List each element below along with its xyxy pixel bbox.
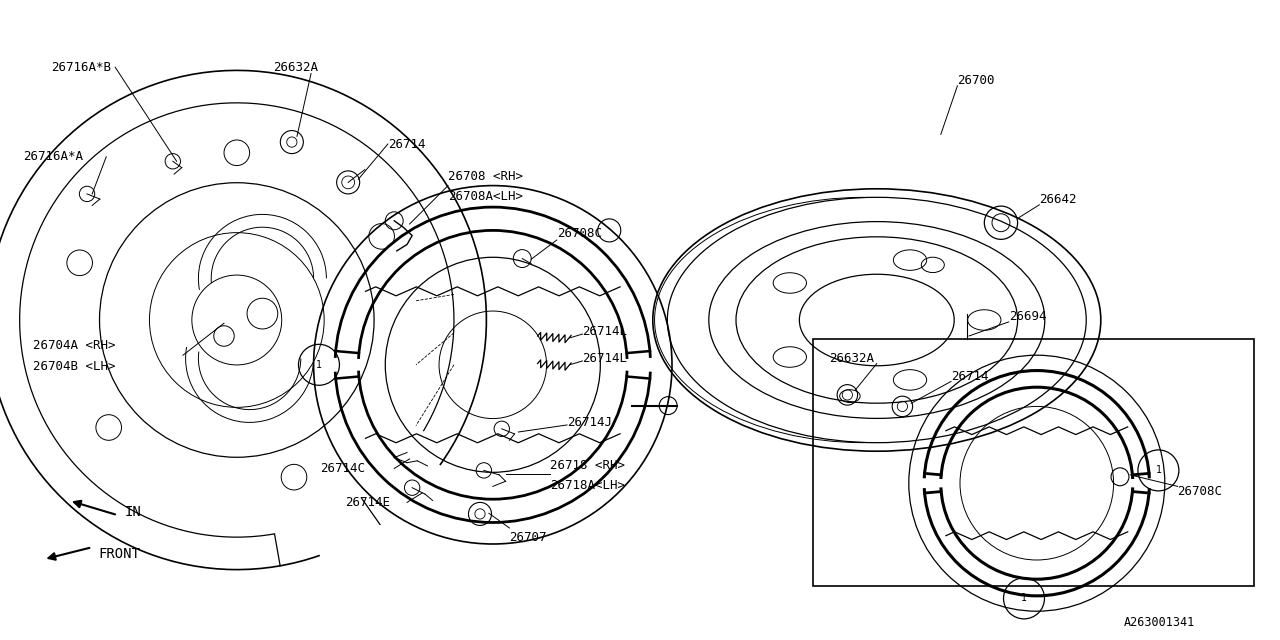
Text: 26707: 26707 bbox=[509, 531, 547, 544]
Text: 26714: 26714 bbox=[388, 138, 425, 150]
Text: 26714C: 26714C bbox=[320, 462, 365, 475]
Text: 26632A: 26632A bbox=[273, 61, 317, 74]
Bar bbox=[813, 339, 1254, 586]
Text: 26642: 26642 bbox=[1039, 193, 1076, 206]
Text: 26708A<LH>: 26708A<LH> bbox=[448, 190, 524, 203]
Text: 26708 <RH>: 26708 <RH> bbox=[448, 170, 524, 182]
Text: 26718A<LH>: 26718A<LH> bbox=[550, 479, 626, 492]
Text: 26708C: 26708C bbox=[557, 227, 602, 240]
Text: 26632A: 26632A bbox=[829, 352, 874, 365]
Text: 26714E: 26714E bbox=[346, 496, 390, 509]
Text: 26718 <RH>: 26718 <RH> bbox=[550, 460, 626, 472]
Text: 1: 1 bbox=[1021, 593, 1027, 604]
Text: 26714: 26714 bbox=[951, 370, 988, 383]
Text: 1: 1 bbox=[1156, 465, 1161, 476]
Text: A263001341: A263001341 bbox=[1124, 616, 1196, 628]
Text: FRONT: FRONT bbox=[99, 547, 141, 561]
Text: 26714L: 26714L bbox=[582, 352, 627, 365]
Text: 26700: 26700 bbox=[957, 74, 995, 86]
Text: 26716A*A: 26716A*A bbox=[23, 150, 83, 163]
Text: 26704A <RH>: 26704A <RH> bbox=[33, 339, 115, 352]
Text: IN: IN bbox=[124, 505, 141, 519]
Text: 26716A*B: 26716A*B bbox=[51, 61, 111, 74]
Text: 26694: 26694 bbox=[1009, 310, 1046, 323]
Text: 1: 1 bbox=[316, 360, 321, 370]
Text: 26714J: 26714J bbox=[567, 416, 612, 429]
Text: 26704B <LH>: 26704B <LH> bbox=[33, 360, 115, 373]
Text: 26714L: 26714L bbox=[582, 325, 627, 338]
Text: 26708C: 26708C bbox=[1178, 485, 1222, 498]
